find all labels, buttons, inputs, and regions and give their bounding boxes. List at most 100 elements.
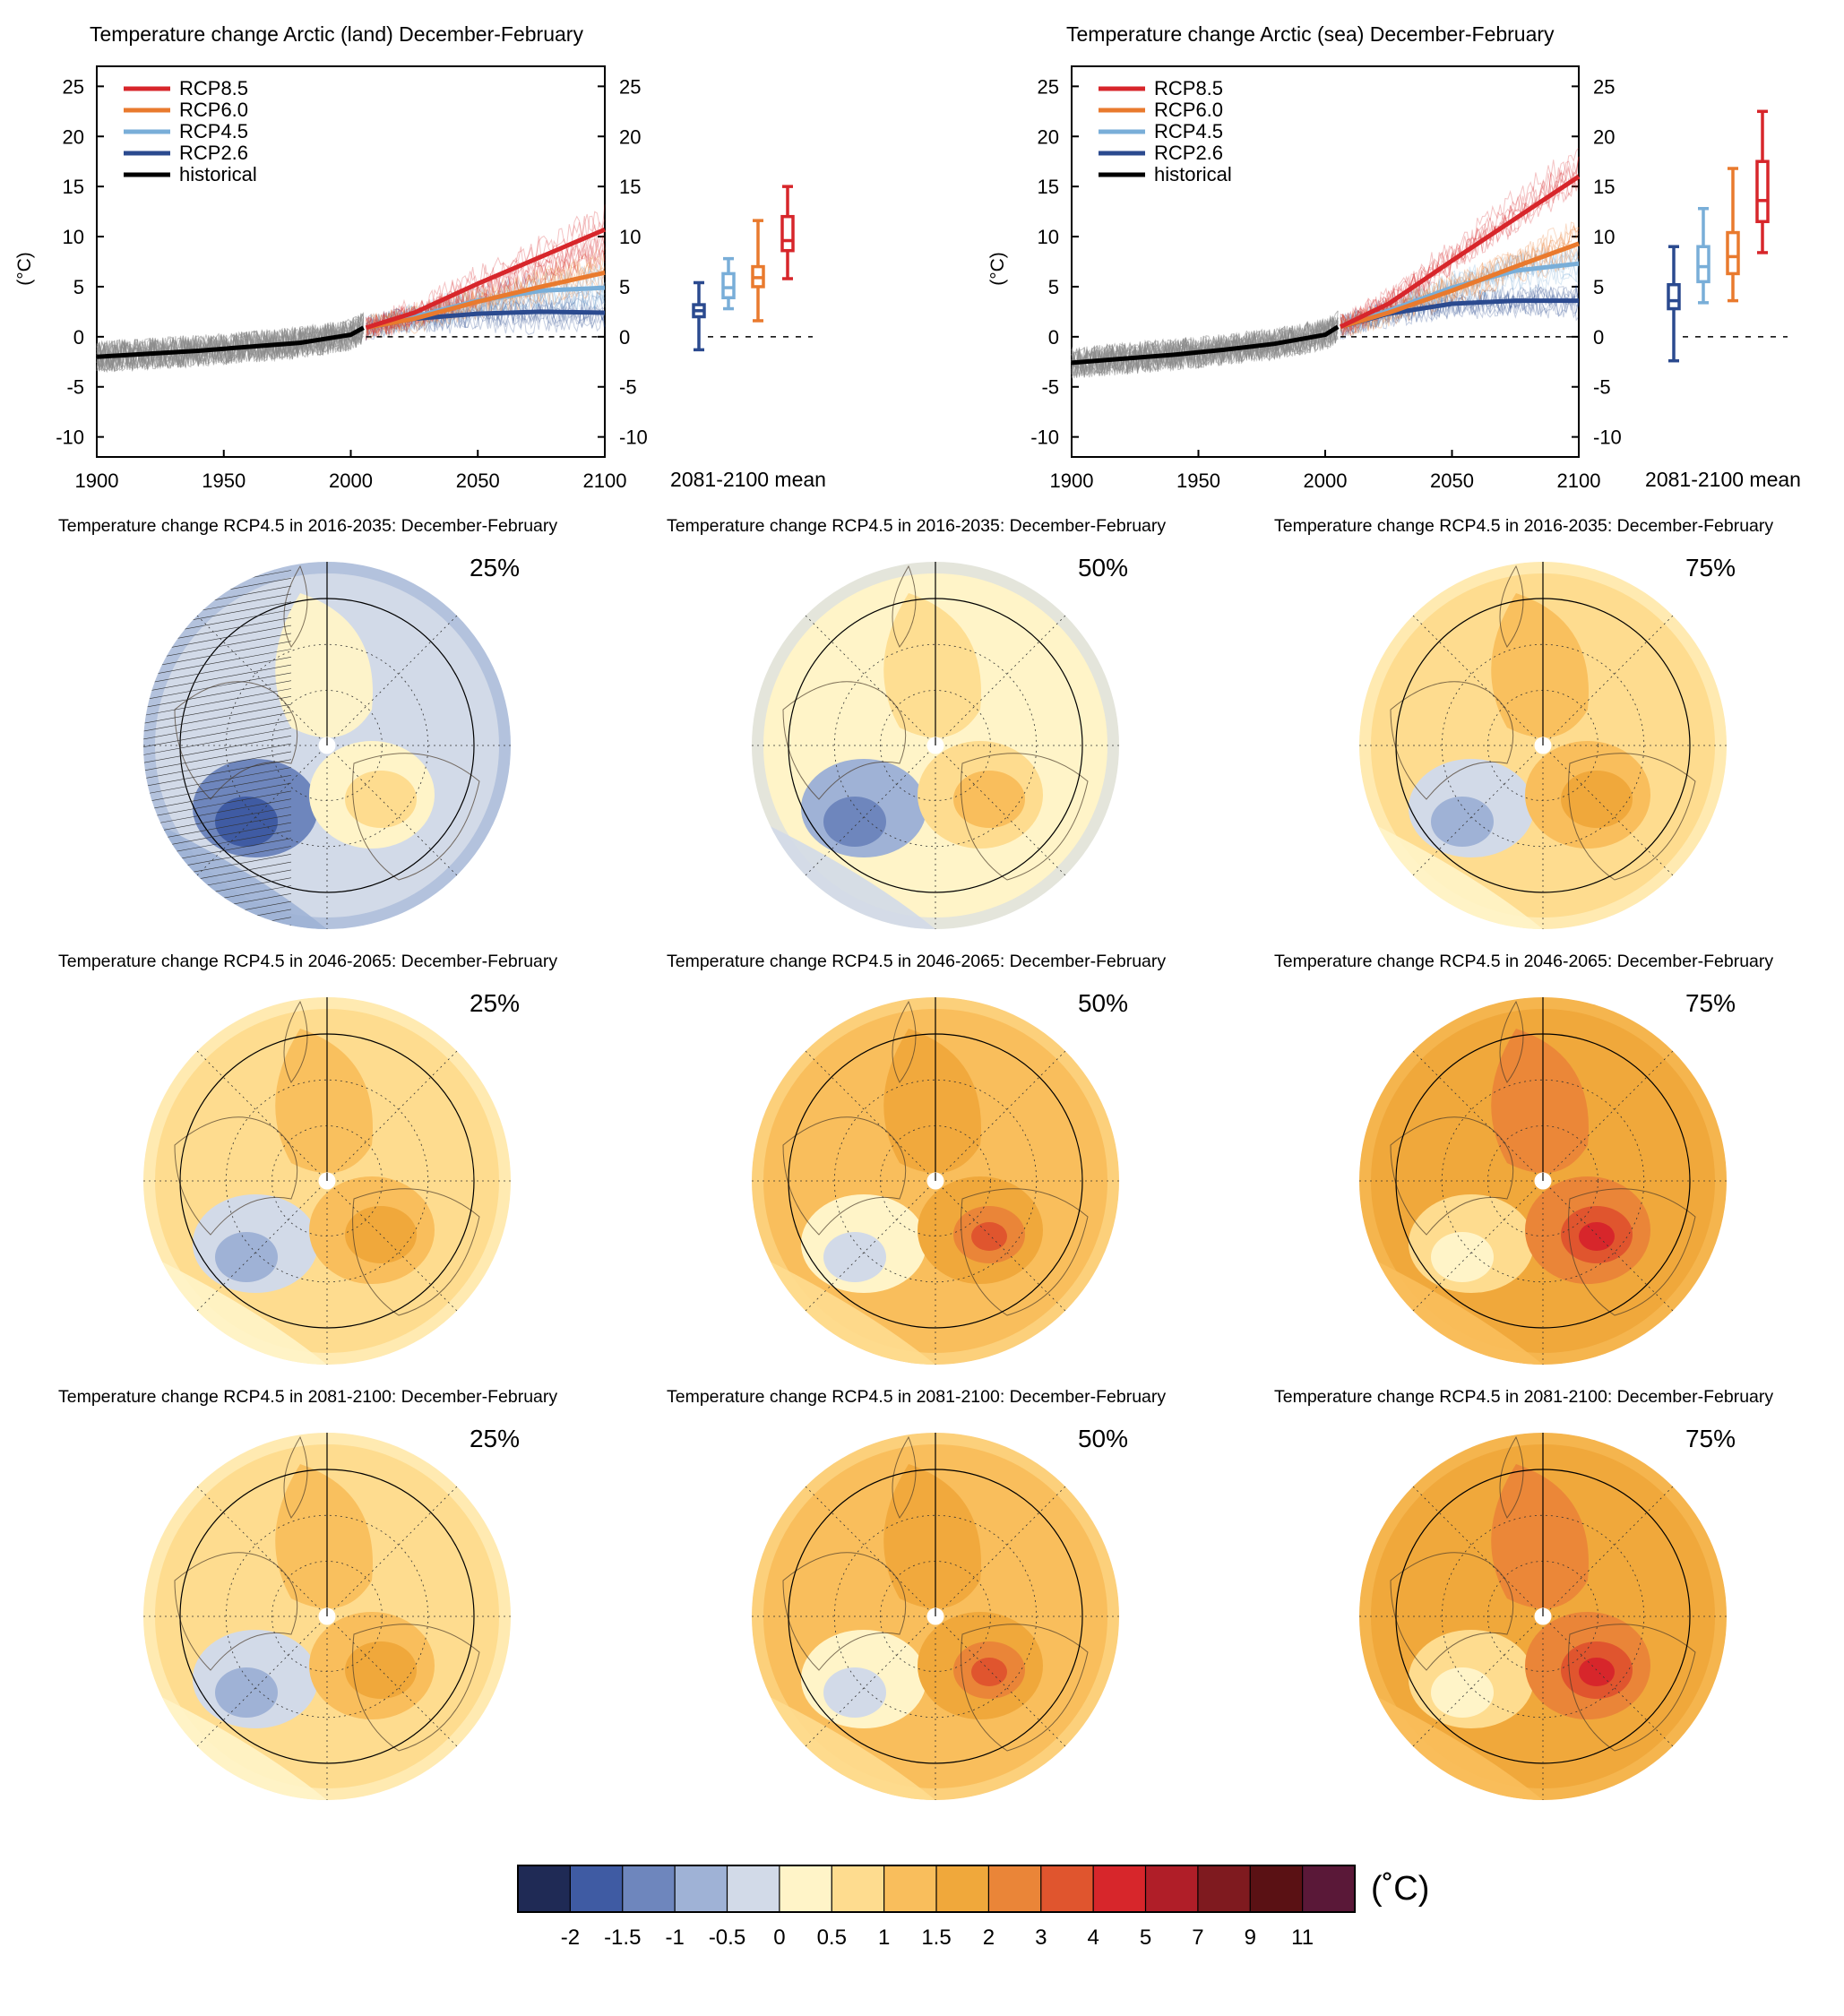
legend-label: RCP8.5: [179, 77, 248, 99]
y-tick-label-right: 5: [1593, 276, 1604, 298]
map-panel: Temperature change RCP4.5 in 2046-2065: …: [58, 952, 557, 1365]
coastline: [892, 1000, 917, 1083]
hatching: [143, 782, 292, 811]
series-line-historical: [96, 325, 365, 359]
y-tick-label-left: 15: [63, 176, 84, 198]
y-tick-label-right: 20: [1593, 125, 1615, 148]
hatching: [143, 767, 292, 795]
map-title: Temperature change RCP4.5 in 2016-2035: …: [58, 516, 557, 536]
coastline: [961, 753, 1089, 881]
map-field: [752, 562, 1119, 929]
coastline: [174, 1116, 298, 1236]
coastline: [782, 1552, 907, 1671]
colorbar-tick-label: 4: [1087, 1926, 1099, 1950]
legend-label: RCP4.5: [1154, 120, 1223, 142]
boxplot-box: [721, 271, 736, 299]
y-tick-label-left: 15: [1038, 176, 1059, 198]
map-panel: Temperature change RCP4.5 in 2046-2065: …: [1274, 952, 1773, 1365]
latitude-circle-dotted: [833, 1514, 1038, 1719]
y-tick-label-left: 25: [63, 75, 84, 98]
colorbar-swatch: [1040, 1865, 1095, 1913]
map-panel: Temperature change RCP4.5 in 2081-2100: …: [58, 1387, 557, 1800]
colorbar-swatch: [622, 1865, 676, 1913]
colorbar-tick-label: 0.5: [817, 1926, 847, 1950]
map-contour-region: [971, 1222, 1007, 1251]
y-tick-label-right: -10: [619, 426, 648, 449]
colorbar-swatch: [779, 1865, 833, 1913]
y-tick-label-right: -5: [619, 376, 637, 399]
y-tick-label-right: 20: [619, 125, 641, 148]
latitude-circle-dotted: [833, 1079, 1038, 1283]
map-percentile-label: 50%: [1078, 554, 1128, 582]
y-tick-label-left: 5: [73, 276, 84, 298]
boxplot-box: [1755, 159, 1770, 224]
hatching: [143, 680, 292, 708]
coastline: [283, 1000, 308, 1083]
colorbar-tick-label: 1: [878, 1926, 890, 1950]
series-line-RCP8.5: [1339, 174, 1581, 329]
coastline: [1499, 1000, 1524, 1083]
map-panel: Temperature change RCP4.5 in 2081-2100: …: [667, 1387, 1166, 1800]
colorbar-swatch: [883, 1865, 938, 1913]
map-contour-region: [1491, 593, 1589, 738]
colorbar-swatch: [674, 1865, 728, 1913]
coastline: [1499, 564, 1524, 648]
hatching: [143, 917, 292, 929]
map-title: Temperature change RCP4.5 in 2016-2035: …: [667, 516, 1166, 536]
legend-label: RCP8.5: [1154, 77, 1223, 99]
y-tick-label-right: 25: [1593, 75, 1615, 98]
colorbar-tick-label: -1.5: [604, 1926, 641, 1950]
y-tick-label-left: 5: [1048, 276, 1059, 298]
map-panel: Temperature change RCP4.5 in 2016-2035: …: [667, 516, 1166, 929]
map-contour-region: [883, 593, 981, 738]
map-percentile-label: 50%: [1078, 989, 1128, 1017]
timeseries-panel-sea: Temperature change Arctic (sea) December…: [987, 22, 1801, 492]
boxplot-RCP2.6: [1667, 245, 1681, 363]
map-contour-region: [1431, 1667, 1494, 1718]
x-tick-label: 1950: [1176, 470, 1220, 492]
boxplot-label: 2081-2100 mean: [1645, 468, 1801, 491]
hatching: [143, 688, 292, 716]
y-tick-label-right: -5: [1593, 376, 1611, 399]
colorbar-unit: (˚C): [1371, 1870, 1429, 1908]
coastline: [1390, 1552, 1514, 1671]
map-contour-region: [1431, 1232, 1494, 1282]
hatching: [143, 759, 292, 787]
hatching: [143, 743, 292, 771]
hatching: [143, 719, 292, 747]
timeseries-plot-area: 1900 1950 2000 2050 2100 25 25 20 20 15 15 10 10 5 5 0 0…: [56, 65, 813, 492]
scenario-ensemble-member: [1340, 284, 1580, 336]
map-grid: Temperature change RCP4.5 in 2016-2035: …: [58, 516, 1773, 1800]
map-contour-region: [971, 1658, 1007, 1686]
map-contour-region: [823, 1232, 886, 1282]
hatching: [143, 909, 292, 929]
colorbar-tick-label: -0.5: [709, 1926, 745, 1950]
series-line-RCP8.5: [365, 227, 606, 331]
map-title: Temperature change RCP4.5 in 2046-2065: …: [667, 952, 1166, 971]
colorbar-tick-label: -2: [561, 1926, 580, 1950]
map-panel: Temperature change RCP4.5 in 2016-2035: …: [1274, 516, 1773, 929]
hatching: [143, 775, 292, 803]
map-contour-region: [215, 1667, 278, 1718]
map-title: Temperature change RCP4.5 in 2016-2035: …: [1274, 516, 1773, 536]
coastline: [1568, 753, 1696, 881]
colorbar-tick-label: 3: [1035, 1926, 1047, 1950]
colorbar-swatch: [831, 1865, 885, 1913]
colorbar-tick-label: 5: [1140, 1926, 1151, 1950]
y-tick-label-left: 0: [1048, 326, 1059, 349]
y-axis-label: (°C): [987, 252, 1008, 286]
hatching: [143, 664, 292, 693]
series-line-RCP6.0: [1340, 241, 1580, 330]
timeseries-title: Temperature change Arctic (land) Decembe…: [90, 22, 583, 46]
colorbar-tick-label: 0: [773, 1926, 785, 1950]
x-tick-label: 2100: [1557, 470, 1601, 492]
map-percentile-label: 50%: [1078, 1425, 1128, 1452]
hatching: [143, 814, 292, 842]
scenario-ensemble-member: [366, 271, 606, 336]
legend-label: RCP6.0: [1154, 99, 1223, 121]
latitude-circle-dotted: [225, 1514, 429, 1719]
hatching: [143, 657, 292, 685]
map-percentile-label: 75%: [1685, 989, 1736, 1017]
y-tick-label-left: -5: [66, 376, 84, 399]
